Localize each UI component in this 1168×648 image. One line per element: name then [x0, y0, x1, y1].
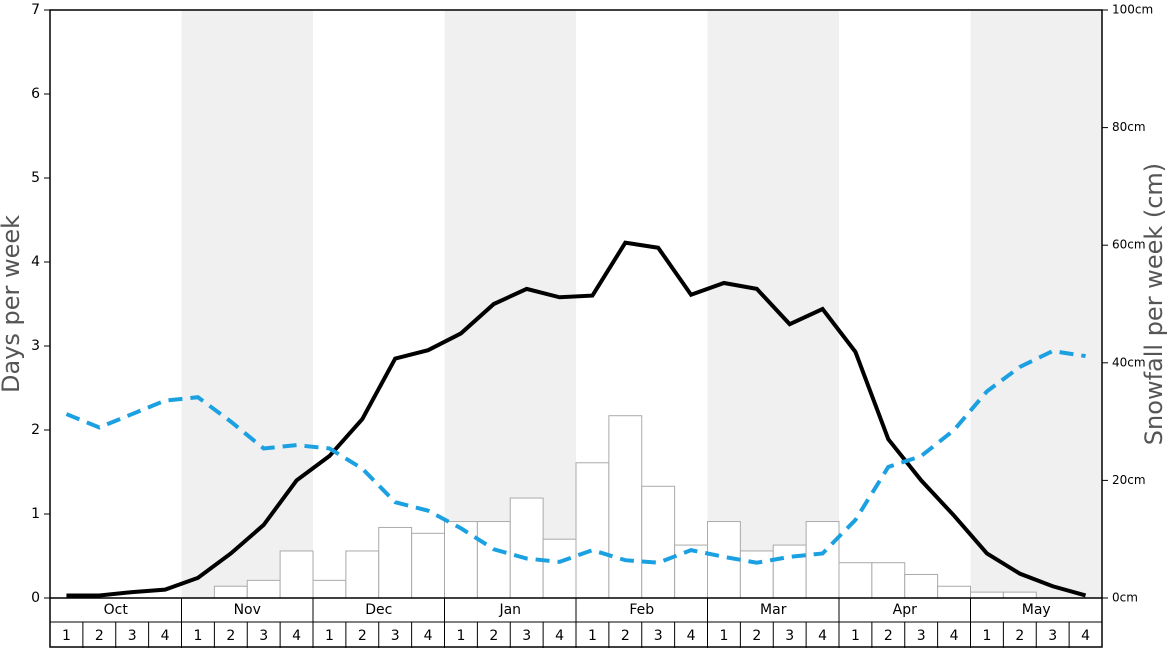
month-label: Nov	[234, 602, 261, 618]
x-tick-label: 4	[1081, 628, 1090, 644]
y2-axis-title: Snowfall per week (cm)	[1140, 163, 1168, 445]
y-axis-title: Days per week	[0, 215, 25, 393]
x-tick-label: 4	[555, 628, 564, 644]
y2-tick-label: 0cm	[1112, 591, 1138, 605]
x-tick-label: 2	[358, 628, 367, 644]
x-tick-label: 1	[456, 628, 465, 644]
x-tick-label: 4	[687, 628, 696, 644]
x-tick-label: 2	[95, 628, 104, 644]
month-bands	[181, 10, 1102, 598]
bar	[279, 550, 314, 599]
x-tick-label: 2	[884, 628, 893, 644]
month-label: Jan	[498, 602, 521, 618]
x-tick-label: 3	[259, 628, 268, 644]
bar	[674, 544, 708, 599]
x-tick-label: 3	[654, 628, 663, 644]
bar	[772, 544, 807, 599]
x-tick-label: 1	[193, 628, 202, 644]
x-tick-label: 1	[982, 628, 991, 644]
x-tick-label: 1	[325, 628, 334, 644]
bar	[476, 521, 511, 599]
y-tick-label: 7	[31, 2, 40, 18]
x-tick-label: 2	[621, 628, 630, 644]
x-tick-label: 3	[1048, 628, 1057, 644]
x-tick-label: 4	[292, 628, 301, 644]
line	[65, 348, 1086, 565]
bar	[444, 521, 478, 599]
x-tick-label: 3	[391, 628, 400, 644]
y-tick-label: 5	[31, 170, 40, 186]
bar	[411, 532, 445, 599]
bar	[378, 526, 413, 599]
month-label: Apr	[893, 602, 917, 618]
y-tick-label: 4	[31, 254, 40, 270]
x-tick-label: 1	[719, 628, 728, 644]
bar	[312, 579, 347, 599]
y2-tick-label: 40cm	[1112, 355, 1146, 369]
x-tick-label: 2	[752, 628, 761, 644]
x-tick-label: 3	[785, 628, 794, 644]
bar	[246, 579, 281, 599]
y2-tick-label: 100cm	[1112, 3, 1153, 17]
marks	[65, 240, 1087, 599]
month-label: Oct	[104, 602, 129, 618]
bar	[970, 591, 1004, 599]
y-tick-label: 2	[31, 422, 40, 438]
y2-tick-label: 20cm	[1112, 473, 1146, 487]
month-label: Dec	[365, 602, 392, 618]
line	[66, 240, 1087, 598]
bar	[838, 562, 873, 599]
x-tick-label: 4	[818, 628, 827, 644]
x-tick-label: 3	[917, 628, 926, 644]
x-tick-label: 4	[424, 628, 433, 644]
x-tick-label: 1	[851, 628, 860, 644]
x-tick-label: 3	[128, 628, 137, 644]
x-tick-label: 1	[62, 628, 71, 644]
y-tick-label: 0	[31, 590, 40, 606]
bar	[805, 521, 840, 599]
bar	[213, 585, 248, 599]
month-label: Feb	[629, 602, 654, 618]
bar	[904, 573, 939, 599]
x-tick-label: 4	[161, 628, 170, 644]
x-tick-label: 2	[1015, 628, 1024, 644]
y-tick-label: 3	[31, 338, 40, 354]
x-tick-label: 3	[522, 628, 531, 644]
x-tick-label: 4	[950, 628, 959, 644]
month-band	[970, 10, 1102, 598]
y-tick-label: 6	[31, 86, 40, 102]
y2-tick-label: 60cm	[1112, 238, 1146, 252]
bar	[575, 462, 610, 599]
y-tick-label: 1	[31, 506, 40, 522]
bar	[1002, 591, 1037, 599]
bar	[608, 415, 643, 599]
bar	[542, 538, 577, 599]
x-tick-label: 2	[489, 628, 498, 644]
month-band	[181, 10, 313, 598]
bar	[739, 550, 774, 599]
bar	[345, 550, 380, 599]
bar	[871, 562, 906, 599]
bar	[641, 485, 676, 599]
month-label: May	[1022, 602, 1051, 618]
bar	[937, 585, 971, 599]
x-tick-label: 1	[588, 628, 597, 644]
month-label: Mar	[760, 602, 787, 618]
x-tick-label: 2	[226, 628, 235, 644]
bar	[509, 497, 544, 599]
y2-tick-label: 80cm	[1112, 120, 1146, 134]
